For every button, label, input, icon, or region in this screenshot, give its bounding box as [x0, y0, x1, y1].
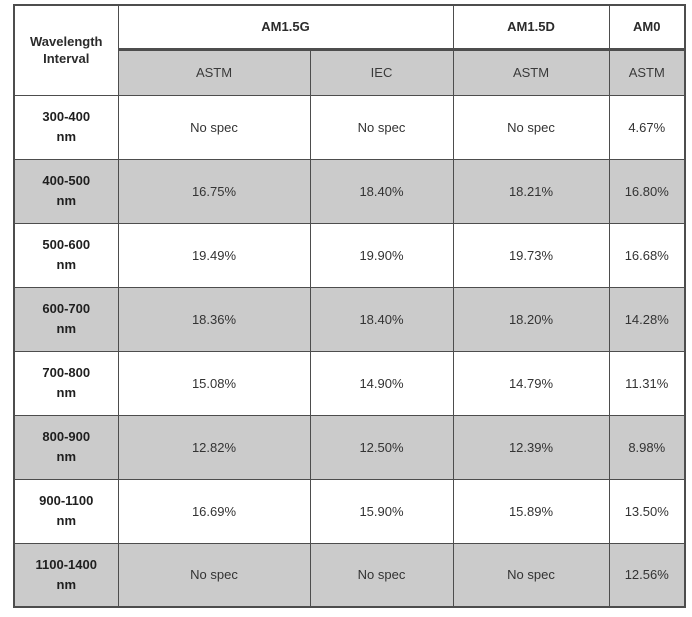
- spectral-value-cell: 16.75%: [117, 158, 311, 224]
- spectral-value-cell: No spec: [452, 94, 610, 160]
- spectral-value-cell: 12.82%: [117, 414, 311, 480]
- table-row: 300-400 nm No spec No spec No spec 4.67%: [13, 94, 686, 160]
- wavelength-unit: nm: [56, 513, 77, 528]
- spectral-value-cell: 15.90%: [309, 478, 454, 544]
- spectral-distribution-table: Wavelength Interval AM1.5G AM1.5D AM0 AS…: [13, 4, 686, 608]
- spectral-value-cell: 14.28%: [608, 286, 686, 352]
- spectral-value-cell: 18.21%: [452, 158, 610, 224]
- spectral-value-cell: 14.79%: [452, 350, 610, 416]
- wavelength-range-cell: 300-400 nm: [13, 94, 119, 160]
- table-row: 800-900 nm 12.82% 12.50% 12.39% 8.98%: [13, 414, 686, 480]
- table-row: 600-700 nm 18.36% 18.40% 18.20% 14.28%: [13, 286, 686, 352]
- col-group-am0: AM0: [608, 4, 686, 51]
- wavelength-unit: nm: [56, 321, 77, 336]
- spectral-value-cell: No spec: [117, 94, 311, 160]
- wavelength-range-cell: 500-600 nm: [13, 222, 119, 288]
- spectral-value-cell: 12.56%: [608, 542, 686, 608]
- wavelength-range-cell: 900-1100 nm: [13, 478, 119, 544]
- spectral-value-cell: 14.90%: [309, 350, 454, 416]
- wavelength-unit: nm: [56, 385, 77, 400]
- spectral-value-cell: 11.31%: [608, 350, 686, 416]
- spectral-value-cell: 18.40%: [309, 158, 454, 224]
- wavelength-range-cell: 600-700 nm: [13, 286, 119, 352]
- spectral-value-cell: 12.50%: [309, 414, 454, 480]
- wavelength-unit: nm: [56, 193, 77, 208]
- subheader-am1-5g-iec: IEC: [309, 48, 454, 96]
- wavelength-range-value: 800-900: [42, 428, 91, 444]
- spectral-value-cell: No spec: [117, 542, 311, 608]
- spectral-value-cell: 18.36%: [117, 286, 311, 352]
- table-row: 400-500 nm 16.75% 18.40% 18.21% 16.80%: [13, 158, 686, 224]
- wavelength-unit: nm: [56, 576, 77, 592]
- wavelength-range-cell: 1100-1400 nm: [13, 542, 119, 608]
- header-group-row: Wavelength Interval AM1.5G AM1.5D AM0: [13, 4, 686, 96]
- spectral-value-cell: 16.68%: [608, 222, 686, 288]
- spectral-value-cell: 12.39%: [452, 414, 610, 480]
- table-row: 500-600 nm 19.49% 19.90% 19.73% 16.68%: [13, 222, 686, 288]
- spectral-value-cell: 16.80%: [608, 158, 686, 224]
- wavelength-range-value: 700-800: [42, 364, 91, 380]
- wavelength-range-cell: 800-900 nm: [13, 414, 119, 480]
- wavelength-interval-header: Wavelength Interval: [13, 4, 119, 96]
- spectral-value-cell: No spec: [309, 94, 454, 160]
- wavelength-unit: nm: [56, 449, 77, 464]
- wavelength-range-value: 900-1100: [39, 492, 94, 508]
- spectral-value-cell: 19.49%: [117, 222, 311, 288]
- wavelength-range-value: 400-500: [42, 172, 91, 188]
- spectral-value-cell: 15.08%: [117, 350, 311, 416]
- spectral-value-cell: 4.67%: [608, 94, 686, 160]
- wavelength-range-value: 1100-1400: [35, 556, 97, 572]
- table-row: 700-800 nm 15.08% 14.90% 14.79% 11.31%: [13, 350, 686, 416]
- wavelength-range-cell: 700-800 nm: [13, 350, 119, 416]
- col-group-am1-5d: AM1.5D: [452, 4, 610, 51]
- spectral-value-cell: 15.89%: [452, 478, 610, 544]
- wavelength-range-value: 300-400: [42, 108, 91, 124]
- table-row: 1100-1400 nm No spec No spec No spec 12.56%: [13, 542, 686, 608]
- wavelength-unit: nm: [56, 257, 77, 272]
- wavelength-unit: nm: [56, 129, 77, 144]
- header-standard-row: ASTM IEC ASTM ASTM: [14, 48, 686, 96]
- spectral-value-cell: No spec: [452, 542, 610, 608]
- spectral-value-cell: 19.90%: [309, 222, 454, 288]
- col-group-am1-5g: AM1.5G: [117, 4, 454, 51]
- wavelength-range-value: 600-700: [42, 300, 91, 316]
- spectral-value-cell: 8.98%: [608, 414, 686, 480]
- spectral-value-cell: 18.20%: [452, 286, 610, 352]
- table-row: 900-1100 nm 16.69% 15.90% 15.89% 13.50%: [13, 478, 686, 544]
- spectral-value-cell: No spec: [309, 542, 454, 608]
- subheader-am0-astm: ASTM: [608, 48, 686, 96]
- wavelength-range-cell: 400-500 nm: [13, 158, 119, 224]
- spectral-value-cell: 18.40%: [309, 286, 454, 352]
- spectral-value-cell: 19.73%: [452, 222, 610, 288]
- subheader-am1-5d-astm: ASTM: [452, 48, 610, 96]
- spectral-value-cell: 13.50%: [608, 478, 686, 544]
- subheader-am1-5g-astm: ASTM: [117, 48, 311, 96]
- spectral-value-cell: 16.69%: [117, 478, 311, 544]
- wavelength-range-value: 500-600: [42, 236, 91, 252]
